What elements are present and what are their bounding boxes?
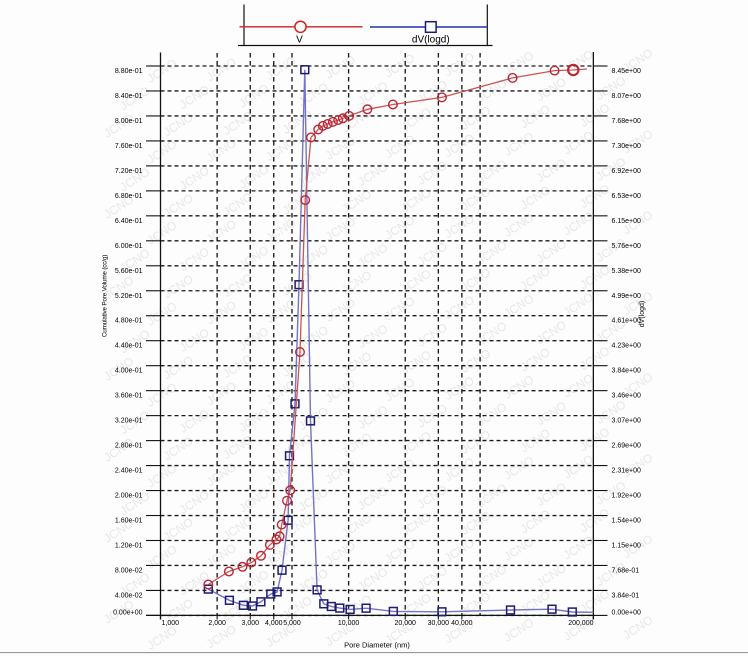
svg-text:7.68e-01: 7.68e-01 — [612, 567, 640, 574]
svg-text:0.00e+00: 0.00e+00 — [113, 609, 142, 616]
svg-text:4.23e+00: 4.23e+00 — [612, 343, 641, 350]
svg-text:6.80e-01: 6.80e-01 — [115, 193, 143, 200]
svg-text:5.60e-01: 5.60e-01 — [115, 268, 143, 275]
svg-text:2.69e+00: 2.69e+00 — [612, 443, 641, 450]
svg-text:8.40e-01: 8.40e-01 — [115, 93, 143, 100]
svg-text:2.00e-01: 2.00e-01 — [115, 493, 143, 500]
svg-text:1.92e+00: 1.92e+00 — [612, 493, 641, 500]
svg-text:30,000: 30,000 — [428, 620, 450, 627]
svg-text:Cumulative Pore Volume (cc/g): Cumulative Pore Volume (cc/g) — [102, 255, 109, 337]
svg-text:8.00e-01: 8.00e-01 — [115, 118, 143, 125]
svg-text:7.68e+00: 7.68e+00 — [612, 118, 641, 125]
svg-text:3.20e-01: 3.20e-01 — [115, 418, 143, 425]
svg-text:5,000: 5,000 — [283, 620, 301, 627]
svg-text:V: V — [296, 35, 303, 46]
svg-text:4.80e-01: 4.80e-01 — [115, 318, 143, 325]
svg-text:3,000: 3,000 — [241, 620, 259, 627]
svg-text:1.15e+00: 1.15e+00 — [612, 542, 641, 549]
svg-text:5.20e-01: 5.20e-01 — [115, 293, 143, 300]
svg-text:5.76e+00: 5.76e+00 — [612, 243, 641, 250]
svg-text:Pore Diameter (nm): Pore Diameter (nm) — [344, 641, 410, 650]
svg-text:6.40e-01: 6.40e-01 — [115, 218, 143, 225]
svg-text:7.30e+00: 7.30e+00 — [612, 143, 641, 150]
svg-text:2.31e+00: 2.31e+00 — [612, 468, 641, 475]
svg-text:10,000: 10,000 — [338, 620, 360, 627]
svg-text:5.38e+00: 5.38e+00 — [612, 268, 641, 275]
svg-text:1,000: 1,000 — [162, 620, 180, 627]
svg-text:0.00e+00: 0.00e+00 — [612, 609, 641, 616]
svg-text:2.80e-01: 2.80e-01 — [115, 443, 143, 450]
svg-text:1.20e-01: 1.20e-01 — [115, 542, 143, 549]
svg-text:6.00e-01: 6.00e-01 — [115, 243, 143, 250]
svg-text:dV(logd): dV(logd) — [639, 301, 646, 327]
svg-text:3.84e+00: 3.84e+00 — [612, 368, 641, 375]
svg-text:200,000: 200,000 — [568, 620, 593, 627]
svg-text:2,000: 2,000 — [208, 620, 226, 627]
svg-text:2.40e-01: 2.40e-01 — [115, 468, 143, 475]
svg-text:1.54e+00: 1.54e+00 — [612, 518, 641, 525]
svg-text:1.60e-01: 1.60e-01 — [115, 518, 143, 525]
svg-text:6.15e+00: 6.15e+00 — [612, 218, 641, 225]
svg-text:4.99e+00: 4.99e+00 — [612, 293, 641, 300]
svg-text:40,000: 40,000 — [451, 620, 473, 627]
svg-text:7.20e-01: 7.20e-01 — [115, 168, 143, 175]
svg-text:8.80e-01: 8.80e-01 — [115, 68, 143, 75]
svg-text:8.07e+00: 8.07e+00 — [612, 93, 641, 100]
svg-text:6.53e+00: 6.53e+00 — [612, 193, 641, 200]
svg-text:8.45e+00: 8.45e+00 — [612, 68, 641, 75]
svg-text:8.00e-02: 8.00e-02 — [115, 567, 143, 574]
svg-text:3.46e+00: 3.46e+00 — [612, 393, 641, 400]
svg-text:4,000: 4,000 — [265, 620, 283, 627]
svg-text:4.00e-01: 4.00e-01 — [115, 368, 143, 375]
svg-text:3.07e+00: 3.07e+00 — [612, 418, 641, 425]
svg-text:7.60e-01: 7.60e-01 — [115, 143, 143, 150]
svg-text:4.00e-02: 4.00e-02 — [115, 592, 143, 599]
svg-text:3.84e-01: 3.84e-01 — [612, 592, 640, 599]
svg-text:4.61e+00: 4.61e+00 — [612, 318, 641, 325]
svg-text:dV(logd): dV(logd) — [412, 35, 450, 46]
svg-text:6.92e+00: 6.92e+00 — [612, 168, 641, 175]
svg-text:3.60e-01: 3.60e-01 — [115, 393, 143, 400]
svg-text:4.40e-01: 4.40e-01 — [115, 343, 143, 350]
svg-text:20,000: 20,000 — [395, 620, 417, 627]
